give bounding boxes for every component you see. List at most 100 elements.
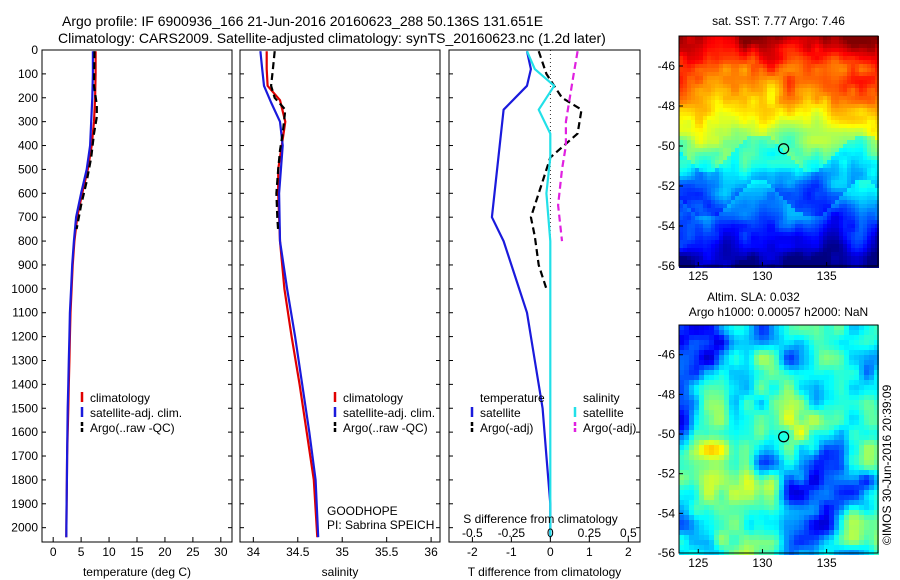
map-cell bbox=[771, 228, 775, 232]
map-cell bbox=[684, 340, 689, 345]
map-cell bbox=[847, 44, 851, 48]
map-cell bbox=[719, 545, 724, 550]
map-cell bbox=[729, 540, 734, 545]
map-cell bbox=[851, 48, 855, 52]
map-cell bbox=[691, 40, 695, 44]
map-cell bbox=[791, 220, 795, 224]
map-cell bbox=[824, 395, 829, 400]
map-cell bbox=[784, 410, 789, 415]
map-cell bbox=[835, 132, 839, 136]
map-cell bbox=[775, 112, 779, 116]
map-cell bbox=[815, 176, 819, 180]
map-cell bbox=[824, 385, 829, 390]
map-cell bbox=[714, 505, 719, 510]
map-cell bbox=[839, 52, 843, 56]
map-cell bbox=[767, 160, 771, 164]
map-cell bbox=[869, 540, 874, 545]
map-cell bbox=[724, 505, 729, 510]
map-cell bbox=[814, 405, 819, 410]
map-cell bbox=[704, 450, 709, 455]
map-cell bbox=[849, 475, 854, 480]
map-cell bbox=[795, 168, 799, 172]
map-cell bbox=[707, 104, 711, 108]
x-tick-label: 30 bbox=[214, 545, 228, 559]
map-cell bbox=[819, 80, 823, 84]
map-cell bbox=[734, 430, 739, 435]
map-cell bbox=[739, 120, 743, 124]
map-cell bbox=[834, 355, 839, 360]
series-line-argo-raw-qc- bbox=[75, 51, 98, 230]
map-cell bbox=[734, 500, 739, 505]
map-cell bbox=[683, 172, 687, 176]
map-cell bbox=[875, 224, 879, 228]
map-cell bbox=[779, 92, 783, 96]
map-cell bbox=[799, 335, 804, 340]
map-cell bbox=[804, 410, 809, 415]
map-cell bbox=[859, 410, 864, 415]
map-cell bbox=[751, 140, 755, 144]
map-cell bbox=[759, 350, 764, 355]
map-cell bbox=[771, 168, 775, 172]
map-cell bbox=[679, 44, 683, 48]
map-cell bbox=[734, 460, 739, 465]
map-cell bbox=[859, 370, 864, 375]
map-cell bbox=[734, 345, 739, 350]
map-cell bbox=[694, 415, 699, 420]
map-cell bbox=[799, 48, 803, 52]
map-cell bbox=[855, 148, 859, 152]
map-cell bbox=[767, 80, 771, 84]
map-cell bbox=[727, 156, 731, 160]
map-cell bbox=[679, 450, 684, 455]
map-cell bbox=[819, 196, 823, 200]
map-cell bbox=[829, 465, 834, 470]
map-cell bbox=[811, 100, 815, 104]
map-cell bbox=[731, 36, 735, 40]
map-cell bbox=[784, 365, 789, 370]
map-cell bbox=[779, 236, 783, 240]
map-cell bbox=[867, 124, 871, 128]
map-cell bbox=[819, 540, 824, 545]
map-cell bbox=[784, 545, 789, 550]
map-cell bbox=[695, 116, 699, 120]
map-cell bbox=[839, 380, 844, 385]
map-cell bbox=[715, 116, 719, 120]
map-cell bbox=[827, 232, 831, 236]
map-cell bbox=[854, 545, 859, 550]
map-cell bbox=[783, 72, 787, 76]
map-cell bbox=[847, 108, 851, 112]
map-cell bbox=[855, 116, 859, 120]
map-cell bbox=[709, 355, 714, 360]
map-cell bbox=[735, 188, 739, 192]
map-cell bbox=[784, 385, 789, 390]
map-cell bbox=[831, 168, 835, 172]
map-cell bbox=[779, 100, 783, 104]
map-cell bbox=[827, 256, 831, 260]
map-cell bbox=[719, 168, 723, 172]
map-cell bbox=[719, 56, 723, 60]
map-cell bbox=[749, 495, 754, 500]
map-cell bbox=[819, 160, 823, 164]
x-tick-label: 15 bbox=[130, 545, 144, 559]
map-cell bbox=[855, 48, 859, 52]
legend-label: climatology bbox=[343, 391, 403, 405]
map-cell bbox=[795, 256, 799, 260]
map-cell bbox=[707, 216, 711, 220]
map-cell bbox=[763, 108, 767, 112]
map-cell bbox=[683, 176, 687, 180]
map-cell bbox=[799, 345, 804, 350]
map-cell bbox=[789, 355, 794, 360]
map-cell bbox=[779, 152, 783, 156]
map-cell bbox=[864, 425, 869, 430]
map-cell bbox=[679, 400, 684, 405]
map-cell bbox=[847, 232, 851, 236]
map-cell bbox=[829, 345, 834, 350]
map-cell bbox=[855, 216, 859, 220]
map-cell bbox=[767, 116, 771, 120]
map-cell bbox=[751, 208, 755, 212]
map-cell bbox=[749, 510, 754, 515]
map-cell bbox=[711, 92, 715, 96]
map-cell bbox=[759, 132, 763, 136]
map-cell bbox=[783, 160, 787, 164]
map-cell bbox=[744, 535, 749, 540]
map-cell bbox=[767, 140, 771, 144]
